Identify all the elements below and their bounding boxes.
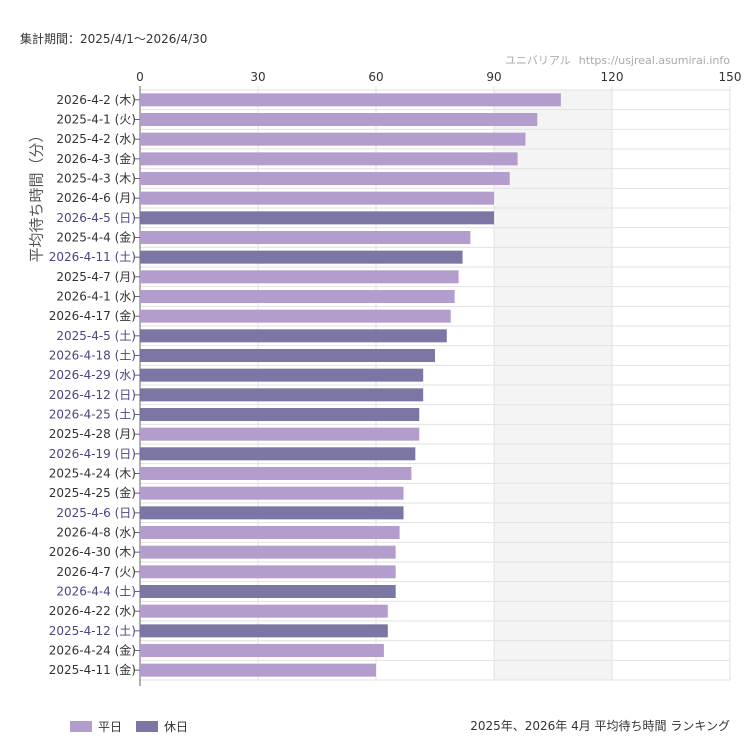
bar [140, 447, 416, 461]
category-label: 2026-4-8 (水) [56, 526, 136, 540]
category-label: 2026-4-29 (水) [49, 368, 136, 382]
category-label: 2026-4-5 (日) [56, 211, 136, 225]
bar [140, 270, 459, 284]
category-label: 2025-4-12 (土) [49, 624, 136, 638]
category-label: 2025-4-3 (木) [56, 172, 136, 186]
category-label: 2025-4-7 (月) [56, 270, 136, 284]
category-label: 2026-4-19 (日) [49, 447, 136, 461]
category-label: 2026-4-17 (金) [49, 308, 136, 323]
bar [140, 526, 400, 539]
bar [140, 191, 494, 205]
bar [140, 388, 424, 402]
bar [140, 663, 376, 677]
category-label: 2025-4-28 (月) [49, 427, 136, 441]
legend-item-holiday: 休日 [136, 718, 188, 735]
x-tick-label: 90 [486, 70, 501, 84]
category-label: 2025-4-25 (金) [49, 485, 136, 500]
bar [140, 113, 538, 126]
bar [140, 231, 471, 244]
legend: 平日 休日 [70, 718, 188, 735]
category-label: 2026-4-30 (木) [49, 545, 136, 559]
category-label: 2025-4-2 (水) [56, 132, 136, 146]
bar [140, 506, 404, 520]
bar [140, 172, 510, 185]
category-label: 2026-4-7 (火) [56, 565, 136, 579]
bar [140, 152, 518, 166]
bar [140, 565, 396, 579]
category-label: 2026-4-18 (土) [49, 349, 136, 363]
bar [140, 132, 526, 146]
bar [140, 408, 420, 421]
category-label: 2025-4-5 (土) [56, 329, 136, 343]
chart-caption: 2025年、2026年 4月 平均待ち時間 ランキング [470, 719, 730, 733]
period-label: 集計期間：2025/4/1〜2026/4/30 [20, 32, 208, 46]
site-name: ユニバリアル [504, 54, 571, 67]
site-url: https://usjreal.asumirai.info [578, 54, 730, 67]
category-label: 2026-4-4 (土) [56, 585, 136, 599]
category-label: 2025-4-24 (木) [49, 467, 136, 481]
bar [140, 585, 396, 598]
bar [140, 486, 404, 500]
bar [140, 211, 494, 225]
site-credit: ユニバリアル https://usjreal.asumirai.info [505, 52, 730, 68]
legend-swatch-holiday [136, 721, 159, 732]
x-tick-label: 0 [136, 70, 144, 84]
x-tick-label: 150 [719, 70, 742, 84]
category-label: 2025-4-1 (火) [56, 113, 136, 127]
category-label: 2025-4-4 (金) [56, 230, 136, 245]
bar [140, 349, 435, 362]
legend-item-weekday: 平日 [70, 718, 122, 735]
category-label: 2026-4-12 (日) [49, 388, 136, 402]
bar [140, 644, 384, 657]
category-label: 2026-4-11 (土) [49, 250, 136, 264]
legend-label-holiday: 休日 [164, 720, 189, 734]
x-tick-label: 30 [250, 70, 265, 84]
bar [140, 624, 388, 638]
bar [140, 545, 396, 559]
category-label: 2026-4-1 (水) [56, 290, 136, 304]
bar [140, 467, 412, 480]
bar [140, 290, 455, 303]
category-label: 2026-4-6 (月) [56, 191, 136, 205]
bar [140, 604, 388, 618]
category-label: 2026-4-24 (金) [49, 643, 136, 658]
category-label: 2026-4-3 (金) [56, 151, 136, 166]
bar [140, 427, 420, 441]
category-label: 2025-4-6 (日) [56, 506, 136, 520]
legend-swatch-weekday [70, 721, 92, 732]
category-label: 2026-4-2 (木) [56, 93, 136, 107]
bar [140, 93, 561, 107]
x-tick-label: 120 [601, 70, 624, 84]
legend-label-weekday: 平日 [98, 720, 123, 734]
category-label: 2025-4-11 (金) [49, 662, 136, 677]
bar [140, 329, 447, 343]
category-label: 2026-4-22 (水) [49, 604, 136, 618]
bar [140, 250, 463, 264]
bar [140, 309, 451, 323]
category-label: 2026-4-25 (土) [49, 408, 136, 422]
x-tick-label: 60 [368, 70, 383, 84]
bar [140, 368, 424, 382]
